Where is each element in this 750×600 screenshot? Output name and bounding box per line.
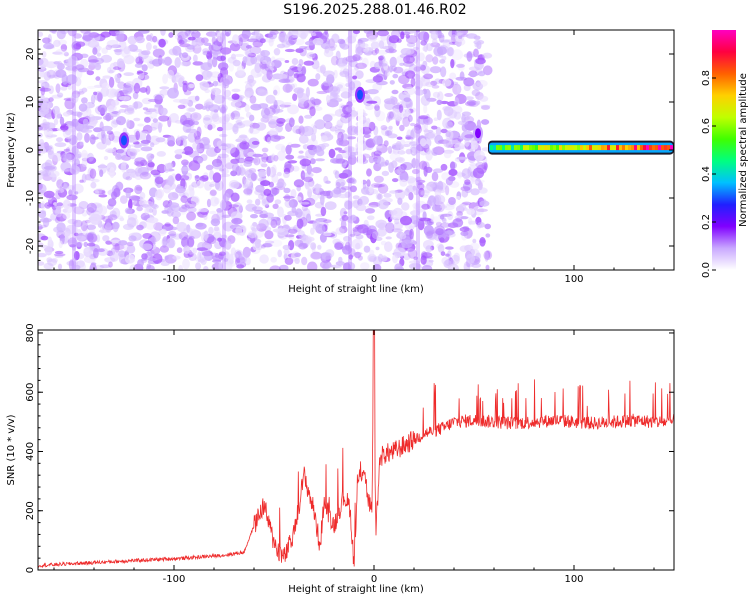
y-tick-label: 400 xyxy=(25,442,36,461)
y-tick-label: 0 xyxy=(25,147,36,153)
snr-series-line xyxy=(38,330,674,569)
colorbar: 0.0 0.2 0.4 0.6 0.8 Normalized spectral ampl… xyxy=(701,30,749,278)
spectrogram-y-axis: -20 -10 0 10 20 xyxy=(25,29,674,271)
spectrogram-x-label: Height of straight line (km) xyxy=(288,284,424,295)
y-tick-label: 200 xyxy=(25,501,36,520)
colorbar-gradient xyxy=(712,30,736,270)
snr-x-label: Height of straight line (km) xyxy=(288,584,424,595)
hot-spot-1 xyxy=(357,89,363,100)
colorbar-tick-label: 0.0 xyxy=(701,262,712,278)
snr-plot-area xyxy=(38,330,674,569)
y-tick-label: 10 xyxy=(25,96,36,109)
y-tick-label: 20 xyxy=(25,48,36,61)
spectrogram-y-label: Frequency (Hz) xyxy=(6,112,17,188)
snr-panel: -100 0 100 0 200 400 600 800 Height of straigh… xyxy=(6,323,675,595)
snr-y-label: SNR (10 * v/v) xyxy=(6,414,17,485)
y-tick-label: -20 xyxy=(25,238,36,254)
y-tick-label: 600 xyxy=(25,383,36,402)
spectrogram-heatmap xyxy=(38,30,674,270)
snr-y-axis: 0 200 400 600 800 xyxy=(25,323,674,573)
colorbar-ticks: 0.0 0.2 0.4 0.6 0.8 xyxy=(701,70,716,278)
spectrogram-x-axis: -100 0 100 xyxy=(53,30,655,285)
chart-title: S196.2025.288.01.46.R02 xyxy=(283,2,466,18)
hot-spot-2 xyxy=(475,128,481,139)
x-tick-label: 100 xyxy=(564,574,583,585)
colorbar-tick-label: 0.8 xyxy=(701,70,712,86)
y-tick-label: 800 xyxy=(25,323,36,342)
x-tick-label: -100 xyxy=(163,574,186,585)
x-tick-label: 100 xyxy=(564,274,583,285)
snr-frame xyxy=(37,329,675,571)
x-tick-label: 0 xyxy=(371,274,377,285)
colorbar-label: Normalized spectral amplitude xyxy=(738,73,749,227)
colorbar-tick-label: 0.4 xyxy=(701,166,712,182)
hot-spot-0 xyxy=(121,135,127,146)
y-tick-label: -10 xyxy=(25,190,36,206)
x-tick-label: 0 xyxy=(371,574,377,585)
colorbar-tick-label: 0.2 xyxy=(701,214,712,230)
colorbar-tick-label: 0.6 xyxy=(701,118,712,134)
snr-x-axis: -100 0 100 xyxy=(53,330,655,585)
y-tick-label: 0 xyxy=(25,567,36,573)
x-tick-label: -100 xyxy=(163,274,186,285)
